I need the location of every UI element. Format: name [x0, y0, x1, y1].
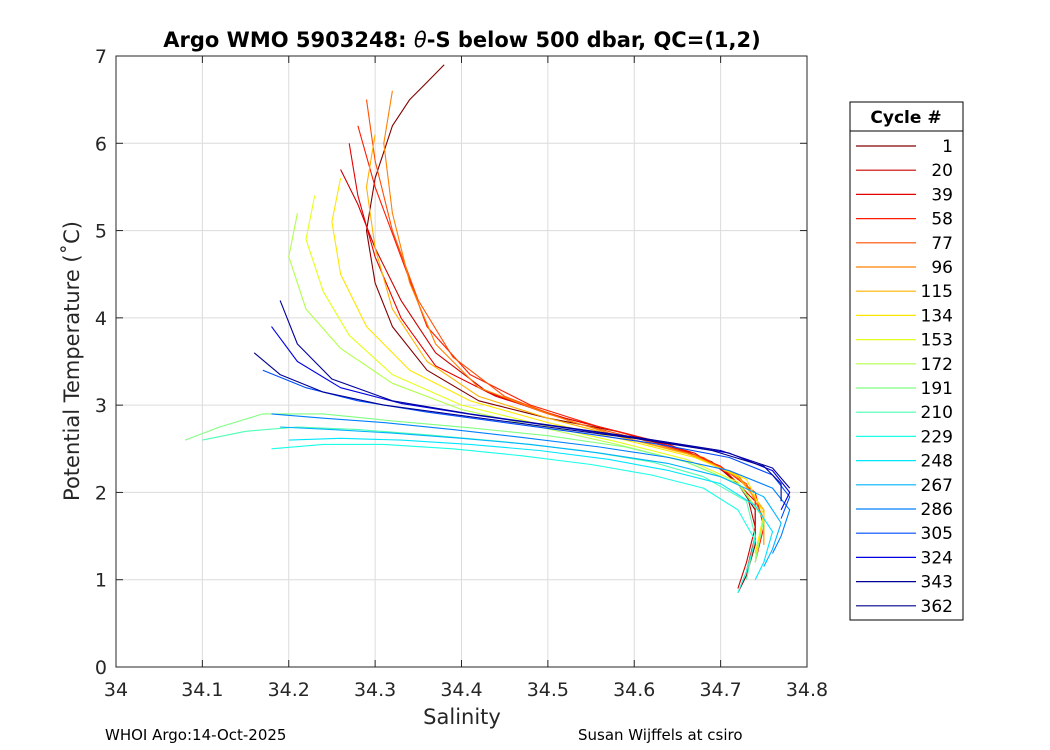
y-tick-label: 4	[95, 308, 107, 330]
legend-label: 134	[921, 306, 953, 326]
x-axis-label: Salinity	[423, 705, 501, 729]
legend-label: 96	[931, 258, 953, 278]
legend-label: 39	[931, 185, 953, 205]
x-tick-label: 34.3	[354, 679, 396, 701]
series-line-cycle-96	[383, 90, 765, 545]
series-line-cycle-58	[357, 125, 765, 563]
y-tick-label: 6	[95, 133, 107, 155]
title-suffix: -S below 500 dbar, QC=(1,2)	[427, 28, 761, 52]
y-axis-label: Potential Temperature (˚C)	[60, 221, 84, 501]
chart-title: Argo WMO 5903248: θ-S below 500 dbar, QC…	[163, 28, 760, 52]
legend-label: 324	[921, 548, 953, 568]
series-line-cycle-267	[280, 426, 782, 567]
series-line-cycle-115	[365, 134, 765, 545]
footer-source: WHOI Argo:14-Oct-2025	[105, 726, 287, 744]
title-theta: θ	[414, 28, 427, 52]
legend-label: 362	[921, 597, 953, 617]
grid-lines	[116, 56, 807, 667]
x-tick-label: 34	[104, 679, 128, 701]
axis-ticks: 34 34.1 34.2 34.3 34.4 34.5 34.6 34.7 34.8012345…	[95, 46, 828, 701]
x-tick-label: 34.8	[786, 679, 828, 701]
series-line-cycle-153	[305, 195, 765, 559]
series-line-cycle-248	[288, 437, 774, 580]
legend-label: 77	[931, 234, 953, 254]
series-line-cycle-191	[184, 413, 765, 563]
y-tick-label: 2	[95, 482, 107, 504]
series-line-cycle-305	[262, 369, 791, 519]
y-tick-label: 0	[95, 657, 107, 679]
x-tick-label: 34.2	[268, 679, 310, 701]
series-line-cycle-362	[253, 352, 782, 502]
legend: Cycle # 1 20 39 58 77 96 115 134 153 172 191 210 229…	[849, 101, 964, 621]
data-series	[184, 64, 791, 594]
footer-credit: Susan Wijffels at csiro	[578, 726, 743, 744]
legend-label: 1	[942, 137, 953, 157]
series-line-cycle-229	[271, 443, 756, 594]
series-line-cycle-134	[331, 178, 765, 554]
legend-label: 210	[921, 403, 953, 423]
legend-label: 286	[921, 500, 953, 520]
legend-label: 343	[921, 573, 953, 593]
legend-entries: 1 20 39 58 77 96 115 134 153 172 191 210 229 248 267 28…	[856, 137, 953, 617]
x-tick-label: 34.6	[613, 679, 655, 701]
legend-label: 229	[921, 427, 953, 447]
legend-label: 267	[921, 476, 953, 496]
x-tick-label: 34.4	[440, 679, 482, 701]
legend-label: 153	[921, 331, 953, 351]
legend-label: 172	[921, 355, 953, 375]
series-line-cycle-286	[271, 413, 791, 554]
legend-label: 20	[931, 161, 953, 181]
legend-label: 191	[921, 379, 953, 399]
legend-label: 248	[921, 452, 953, 472]
x-tick-label: 34.5	[527, 679, 569, 701]
title-prefix: Argo WMO 5903248:	[163, 28, 414, 52]
x-tick-label: 34.1	[181, 679, 223, 701]
y-tick-label: 3	[95, 395, 107, 417]
x-tick-label: 34.7	[699, 679, 741, 701]
legend-label: 58	[931, 210, 953, 230]
y-tick-label: 7	[95, 46, 107, 68]
legend-label: 115	[921, 282, 953, 302]
legend-label: 305	[921, 524, 953, 544]
y-tick-label: 5	[95, 221, 107, 243]
legend-title: Cycle #	[870, 108, 941, 128]
series-line-cycle-343	[279, 300, 791, 489]
y-tick-label: 1	[95, 570, 107, 592]
